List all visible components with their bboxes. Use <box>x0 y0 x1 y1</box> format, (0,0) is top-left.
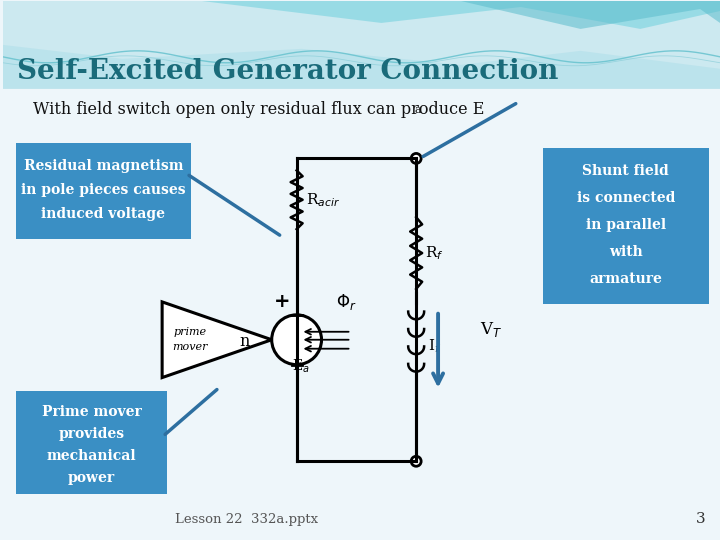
Text: With field switch open only residual flux can produce E: With field switch open only residual flu… <box>32 100 484 118</box>
Text: Lesson 22  332a.pptx: Lesson 22 332a.pptx <box>175 513 318 526</box>
Text: Prime mover: Prime mover <box>42 406 141 420</box>
Text: $\Phi_r$: $\Phi_r$ <box>336 292 356 312</box>
Bar <box>3 1 720 89</box>
Text: provides: provides <box>58 427 125 441</box>
Text: in pole pieces causes: in pole pieces causes <box>21 184 186 197</box>
Text: Shunt field: Shunt field <box>582 164 669 178</box>
FancyBboxPatch shape <box>16 144 191 239</box>
Text: is connected: is connected <box>577 191 675 205</box>
Text: E$_a$: E$_a$ <box>292 357 310 375</box>
Text: +: + <box>274 292 290 312</box>
Text: I$_f$: I$_f$ <box>428 337 441 355</box>
Text: prime: prime <box>174 327 207 337</box>
Text: R$_f$: R$_f$ <box>425 244 444 262</box>
Text: mover: mover <box>172 342 208 352</box>
Text: n: n <box>240 333 250 350</box>
FancyBboxPatch shape <box>16 390 167 494</box>
FancyBboxPatch shape <box>543 148 709 304</box>
Text: Self-Excited Generator Connection: Self-Excited Generator Connection <box>17 58 558 85</box>
Circle shape <box>271 315 322 365</box>
Polygon shape <box>3 1 720 29</box>
Text: Residual magnetism: Residual magnetism <box>24 159 183 173</box>
Text: a: a <box>414 105 420 114</box>
Text: induced voltage: induced voltage <box>41 207 166 221</box>
Text: in parallel: in parallel <box>586 218 666 232</box>
Text: with: with <box>609 245 643 259</box>
Circle shape <box>411 153 421 164</box>
Bar <box>3 89 720 539</box>
Text: mechanical: mechanical <box>47 449 136 463</box>
Text: power: power <box>68 471 115 485</box>
Circle shape <box>411 456 421 466</box>
Polygon shape <box>162 302 271 377</box>
Text: R$_{acir}$: R$_{acir}$ <box>305 191 340 208</box>
Text: armature: armature <box>590 272 662 286</box>
Text: V$_T$: V$_T$ <box>480 320 502 339</box>
Polygon shape <box>3 45 720 89</box>
Polygon shape <box>322 1 720 29</box>
Text: 3: 3 <box>696 512 705 526</box>
